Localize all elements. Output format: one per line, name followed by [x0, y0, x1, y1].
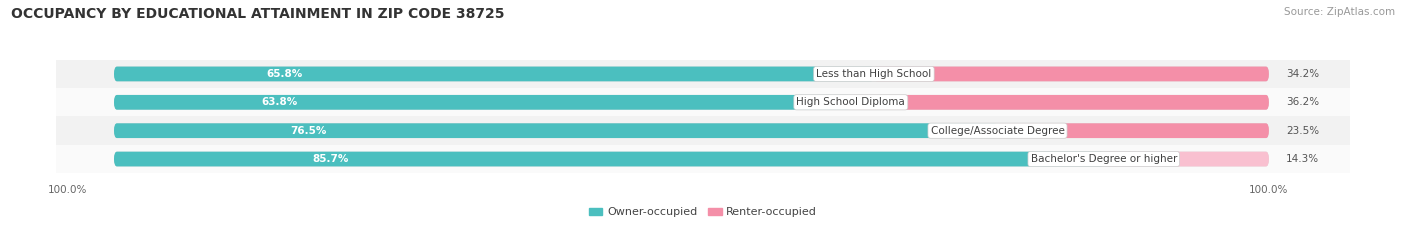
Text: Source: ZipAtlas.com: Source: ZipAtlas.com — [1284, 7, 1395, 17]
Text: 34.2%: 34.2% — [1286, 69, 1319, 79]
Text: 65.8%: 65.8% — [266, 69, 302, 79]
Bar — [56, 60, 1350, 88]
Text: Bachelor's Degree or higher: Bachelor's Degree or higher — [1031, 154, 1177, 164]
Bar — [56, 145, 1350, 173]
FancyBboxPatch shape — [114, 123, 997, 138]
Text: 14.3%: 14.3% — [1286, 154, 1319, 164]
FancyBboxPatch shape — [1104, 152, 1268, 166]
FancyBboxPatch shape — [997, 123, 1268, 138]
FancyBboxPatch shape — [114, 95, 851, 110]
FancyBboxPatch shape — [114, 95, 1268, 110]
FancyBboxPatch shape — [114, 152, 1268, 166]
FancyBboxPatch shape — [875, 67, 1268, 81]
FancyBboxPatch shape — [114, 67, 875, 81]
Bar — [56, 116, 1350, 145]
Text: OCCUPANCY BY EDUCATIONAL ATTAINMENT IN ZIP CODE 38725: OCCUPANCY BY EDUCATIONAL ATTAINMENT IN Z… — [11, 7, 505, 21]
Text: Less than High School: Less than High School — [817, 69, 932, 79]
Text: 85.7%: 85.7% — [312, 154, 349, 164]
FancyBboxPatch shape — [114, 67, 1268, 81]
FancyBboxPatch shape — [114, 123, 1268, 138]
Text: High School Diploma: High School Diploma — [796, 97, 905, 107]
Text: 63.8%: 63.8% — [262, 97, 298, 107]
Text: 76.5%: 76.5% — [291, 126, 328, 136]
Text: 23.5%: 23.5% — [1286, 126, 1319, 136]
Text: 36.2%: 36.2% — [1286, 97, 1319, 107]
Legend: Owner-occupied, Renter-occupied: Owner-occupied, Renter-occupied — [585, 203, 821, 222]
Text: College/Associate Degree: College/Associate Degree — [931, 126, 1064, 136]
FancyBboxPatch shape — [114, 152, 1104, 166]
Bar — [56, 88, 1350, 116]
FancyBboxPatch shape — [851, 95, 1268, 110]
